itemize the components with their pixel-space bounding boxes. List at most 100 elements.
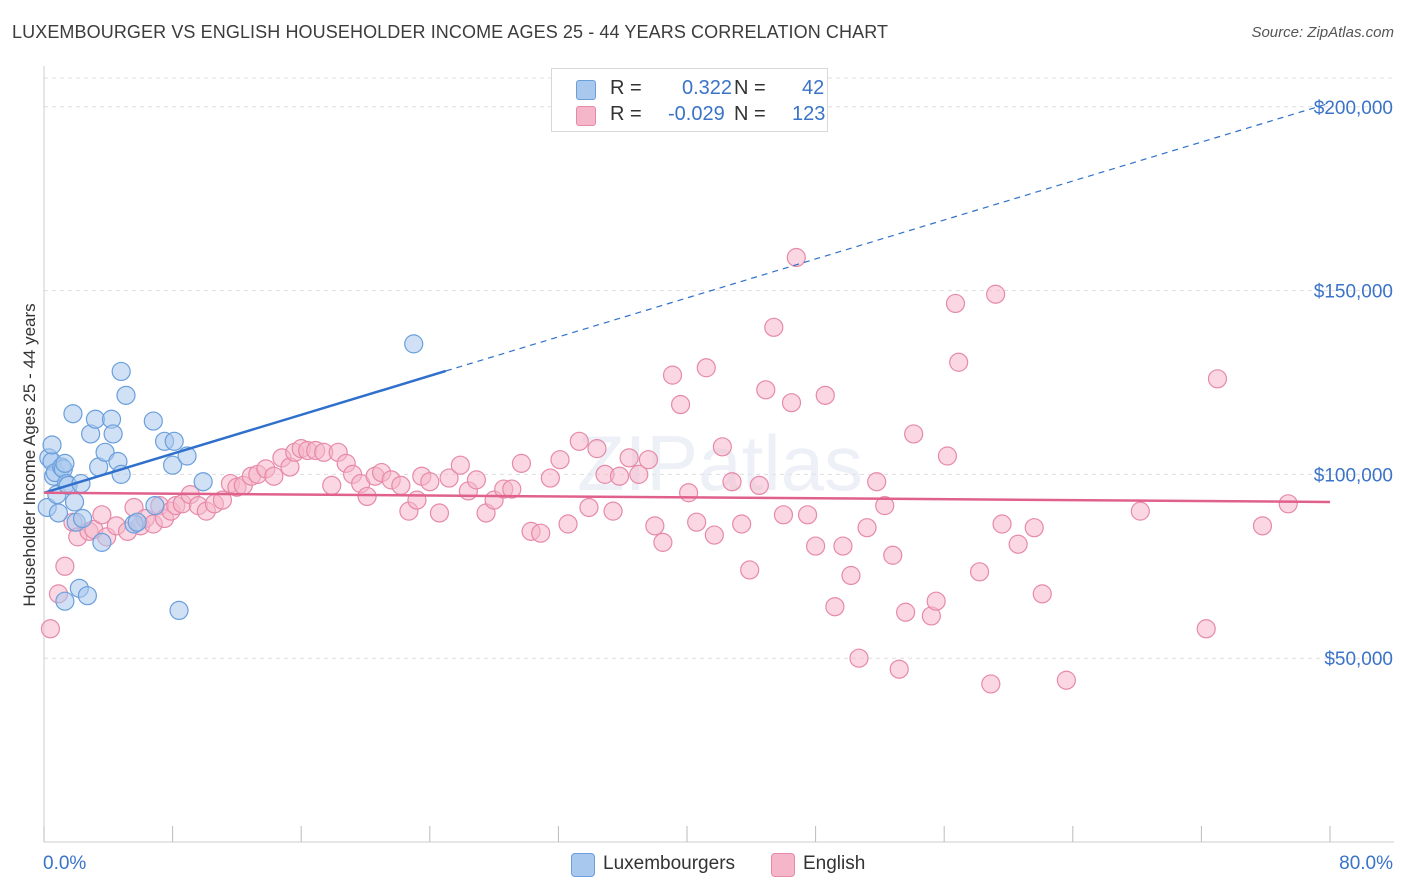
point-english: [773, 505, 794, 525]
point-english: [1196, 619, 1216, 639]
point-english: [849, 648, 869, 668]
point-english: [609, 466, 630, 486]
point-english: [587, 439, 607, 459]
point-english: [511, 453, 532, 473]
point-english: [429, 503, 450, 523]
point-english: [732, 514, 752, 534]
trend-line-english: [43, 491, 1331, 504]
point-luxembourgers: [193, 472, 213, 492]
point-english: [1008, 534, 1028, 554]
point-english: [722, 472, 742, 492]
point-english: [969, 562, 990, 582]
point-english: [531, 523, 551, 543]
point-english: [875, 496, 895, 516]
point-english: [638, 450, 659, 470]
point-english: [662, 365, 683, 385]
point-english: [841, 565, 861, 586]
point-english: [407, 490, 427, 510]
point-english: [502, 479, 522, 499]
point-english: [466, 470, 487, 490]
point-luxembourgers: [85, 409, 106, 429]
point-luxembourgers: [164, 431, 184, 451]
point-english: [687, 512, 707, 532]
y-tick-label: $200,000: [1314, 98, 1393, 119]
point-english: [1278, 494, 1298, 514]
legend-swatch-pink: [771, 853, 795, 877]
legend-r-label: R =: [610, 103, 642, 125]
point-english: [889, 659, 909, 679]
point-english: [992, 514, 1012, 534]
point-english: [558, 514, 578, 534]
point-english: [1252, 516, 1273, 536]
point-english: [264, 466, 284, 486]
point-luxembourgers: [42, 435, 62, 455]
point-english: [679, 483, 699, 503]
point-english: [825, 597, 845, 617]
legend-n-value: 123: [792, 103, 826, 125]
point-luxembourgers: [77, 586, 98, 606]
point-english: [212, 490, 233, 510]
point-english: [391, 475, 411, 496]
point-english: [949, 352, 969, 372]
point-luxembourgers: [92, 532, 112, 552]
point-english: [450, 455, 470, 475]
point-english: [420, 472, 440, 492]
point-english: [815, 385, 835, 405]
point-english: [926, 591, 946, 611]
legend-swatch-blue: [571, 853, 595, 877]
point-english: [439, 468, 459, 488]
legend-swatch-pink: [576, 106, 596, 126]
point-english: [981, 674, 1001, 694]
point-english: [40, 619, 61, 639]
point-english: [670, 394, 691, 415]
point-english: [986, 284, 1006, 304]
point-english: [704, 525, 724, 545]
point-english: [1130, 501, 1150, 521]
gridlines: [44, 77, 1394, 659]
point-luxembourgers: [127, 512, 147, 532]
point-luxembourgers: [55, 453, 75, 473]
point-english: [797, 505, 818, 525]
point-english: [805, 536, 826, 556]
point-english: [1032, 584, 1052, 604]
watermark: ZIPatlas: [577, 419, 863, 507]
point-english: [645, 516, 665, 536]
y-tick-label: $100,000: [1314, 465, 1393, 486]
y-axis-label: Householder Income Ages 25 - 44 years: [20, 303, 39, 607]
point-english: [857, 518, 877, 538]
point-english: [322, 475, 342, 496]
point-luxembourgers: [48, 503, 69, 523]
point-luxembourgers: [163, 455, 183, 475]
point-english: [833, 536, 853, 556]
point-english: [756, 380, 776, 400]
point-english: [764, 317, 784, 337]
legend-label: English: [803, 853, 866, 874]
chart-title: LUXEMBOURGER VS ENGLISH HOUSEHOLDER INCO…: [12, 22, 889, 42]
correlation-legend: R = 0.322 N = 42 R = -0.029 N = 123: [551, 68, 828, 132]
point-english: [937, 446, 958, 466]
trend-line-luxembourgers: [43, 369, 447, 494]
point-luxembourgers: [103, 424, 123, 444]
x-tick-label: 80.0%: [1339, 853, 1393, 874]
point-luxembourgers: [64, 492, 85, 512]
point-luxembourgers: [63, 404, 83, 424]
point-english: [696, 358, 716, 378]
point-english: [569, 431, 589, 451]
point-english: [619, 448, 639, 468]
point-english: [92, 505, 112, 525]
point-luxembourgers: [116, 385, 136, 405]
source-label: Source: ZipAtlas.com: [1251, 24, 1394, 41]
legend-n-value: 42: [802, 77, 825, 99]
point-english: [883, 545, 903, 565]
point-english: [749, 475, 769, 496]
legend-n-label: N =: [734, 103, 766, 125]
point-english: [540, 468, 560, 488]
trend-line-luxembourgers-projection: [445, 102, 1331, 372]
point-english: [1024, 518, 1044, 538]
legend-r-label: R =: [610, 77, 642, 99]
tick-labels: $50,000 $100,000 $150,000 $200,000 0.0% 80.0%: [43, 98, 1393, 874]
legend-n-label: N =: [734, 77, 766, 99]
point-english: [653, 532, 673, 552]
point-english: [867, 472, 887, 492]
point-english: [629, 464, 649, 484]
